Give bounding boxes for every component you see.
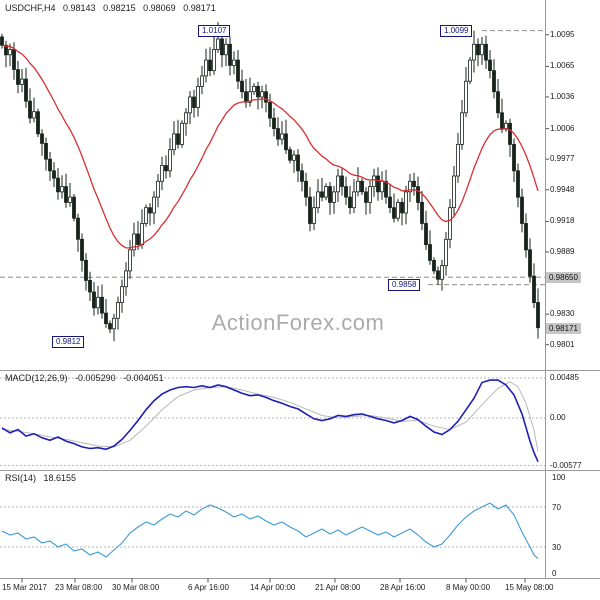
high-value: 0.98215 xyxy=(103,3,136,13)
close-value: 0.98171 xyxy=(183,3,216,13)
rsi-title: RSI(14) xyxy=(5,473,37,483)
low-value: 0.98069 xyxy=(143,3,176,13)
rsi-value: 18.6155 xyxy=(43,473,77,483)
macd-header: MACD(12,26,9) -0.005290 -0.004051 xyxy=(5,373,169,383)
macd-title: MACD(12,26,9) xyxy=(5,373,68,383)
watermark-text: ActionForex.com xyxy=(211,310,385,335)
ohlc-header: USDCHF,H4 0.98143 0.98215 0.98069 0.9817… xyxy=(5,3,221,13)
macd-signal-value: -0.004051 xyxy=(123,373,164,383)
rsi-header: RSI(14) 18.6155 xyxy=(5,473,81,483)
open-value: 0.98143 xyxy=(63,3,96,13)
macd-main-value: -0.005290 xyxy=(75,373,116,383)
symbol-timeframe-label: USDCHF,H4 xyxy=(5,3,56,13)
